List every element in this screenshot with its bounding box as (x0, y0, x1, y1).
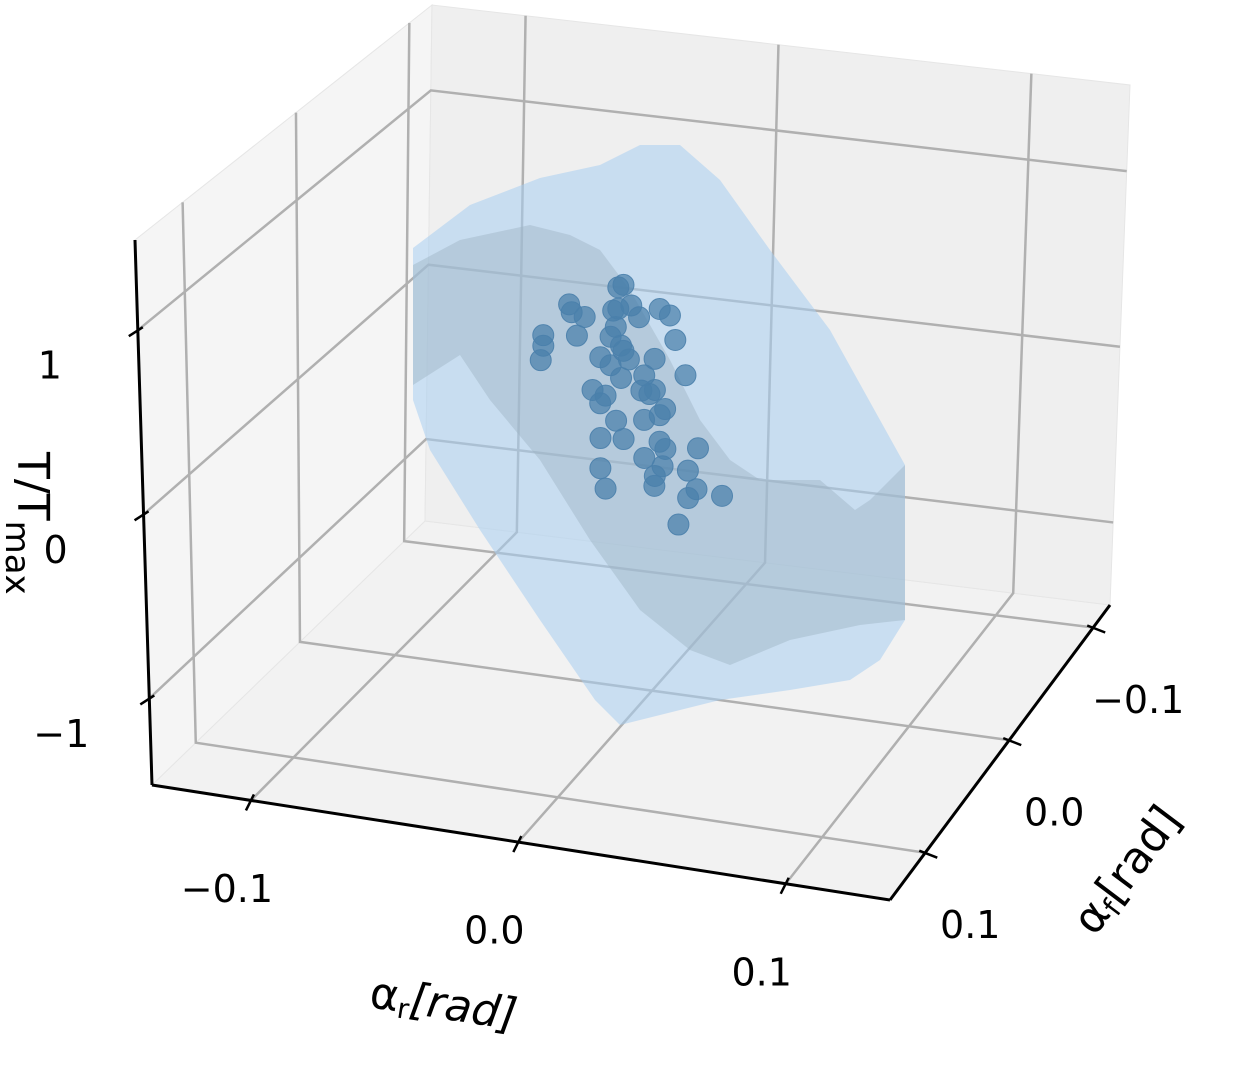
x-tick-label: 0.0 (464, 909, 524, 953)
z-label-subscript: max (0, 521, 38, 595)
point (589, 457, 612, 480)
z-tick-label: −1 (33, 712, 89, 756)
y-axis-line (888, 604, 1112, 901)
x-tick-label: 0.1 (731, 950, 791, 994)
points (529, 273, 734, 536)
z-tick (133, 510, 150, 522)
point (565, 324, 588, 347)
z-tick-label: 1 (38, 344, 62, 388)
point (607, 276, 630, 299)
grid (137, 15, 1127, 885)
point (638, 383, 661, 406)
axes: −0.1 0.0 0.1 −0.1 0.0 0.1 −1 0 1 (33, 239, 1184, 994)
point (643, 474, 666, 497)
point (677, 487, 700, 510)
point (558, 293, 581, 316)
point (648, 430, 671, 453)
point (658, 304, 681, 327)
z-tick-label: 0 (43, 528, 67, 572)
point (674, 364, 697, 387)
y-tick (1086, 624, 1106, 634)
point (633, 408, 656, 431)
point (573, 305, 596, 328)
y-tick-label: 0.1 (940, 903, 1000, 947)
y-tick-label: 0.0 (1024, 791, 1084, 835)
x-axis-line (151, 783, 891, 902)
x-axis-label: αr[rad] (366, 967, 520, 1042)
x-label-unit: [rad] (406, 974, 520, 1041)
point (612, 428, 635, 451)
point (711, 484, 734, 507)
y-tick (1002, 736, 1022, 747)
x-tick (244, 793, 256, 811)
point (686, 437, 709, 460)
point (607, 297, 630, 320)
z-axis-line (133, 239, 154, 786)
point (589, 427, 612, 450)
point (633, 446, 656, 469)
x-tick-label: −0.1 (181, 867, 273, 911)
grid-line (294, 112, 1010, 742)
z-label-symbol: T/T (7, 451, 58, 521)
point (594, 477, 617, 500)
point (610, 366, 633, 389)
point (643, 347, 666, 370)
grid-line (181, 202, 926, 854)
point (676, 459, 699, 482)
y-tick-label: −0.1 (1092, 678, 1184, 722)
point (628, 306, 651, 329)
z-tick (139, 694, 155, 706)
point (529, 349, 552, 372)
point (664, 329, 687, 352)
grid-line (137, 89, 1127, 332)
x-tick (779, 877, 790, 895)
z-axis-label: T/Tmax (0, 451, 58, 595)
point (617, 348, 640, 371)
grid-line (784, 73, 1033, 885)
y-tick (918, 849, 938, 859)
x-tick (512, 835, 523, 853)
point (667, 513, 690, 536)
point (589, 392, 612, 415)
z-tick (128, 326, 144, 338)
